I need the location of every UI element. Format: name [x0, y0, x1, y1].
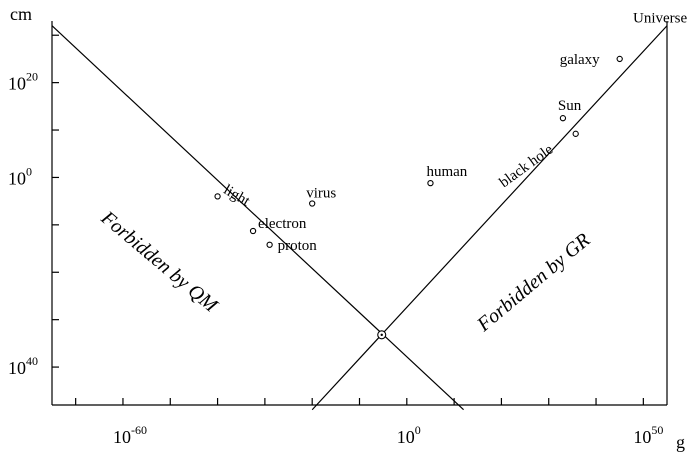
x-unit-label: g [676, 432, 685, 452]
label-human: human [426, 164, 467, 180]
region-label-gr: Forbidden by GR [472, 229, 594, 336]
point-Sun [559, 115, 567, 122]
axes [51, 21, 668, 406]
boundary-line-gr [311, 25, 668, 411]
label-black-hole: black hole [497, 141, 557, 191]
boundary-line-qm [51, 25, 464, 411]
region-label-qm: Forbidden by QM [96, 206, 223, 317]
point-human [427, 179, 434, 187]
point-electron [249, 227, 257, 235]
label-electron: electron [258, 216, 307, 232]
point-black-hole [572, 130, 579, 137]
point-virus [309, 200, 316, 207]
label-Universe: Universe [633, 11, 687, 27]
label-virus: virus [306, 186, 336, 202]
data-points [214, 55, 623, 340]
y-tick-label: 1020 [8, 70, 38, 94]
label-light: light [221, 182, 254, 210]
point-proton [266, 241, 273, 248]
x-tick-label: 10-60 [113, 423, 147, 447]
label-galaxy: galaxy [560, 52, 600, 68]
boundary-lines [51, 25, 668, 411]
y-tick-label: 100 [8, 164, 32, 188]
y-unit-label: cm [10, 4, 32, 24]
x-tick-label: 1050 [633, 423, 663, 447]
x-tick-label: 100 [397, 423, 421, 447]
y-tick-label: 1040 [8, 354, 38, 378]
label-Sun: Sun [558, 98, 582, 114]
point-galaxy [616, 55, 623, 63]
ticks: 1020 100 1040 10-60 100 1050 cm g [8, 4, 685, 452]
point-light [214, 193, 221, 200]
label-proton: proton [278, 238, 318, 254]
intersection-dot [380, 333, 383, 337]
